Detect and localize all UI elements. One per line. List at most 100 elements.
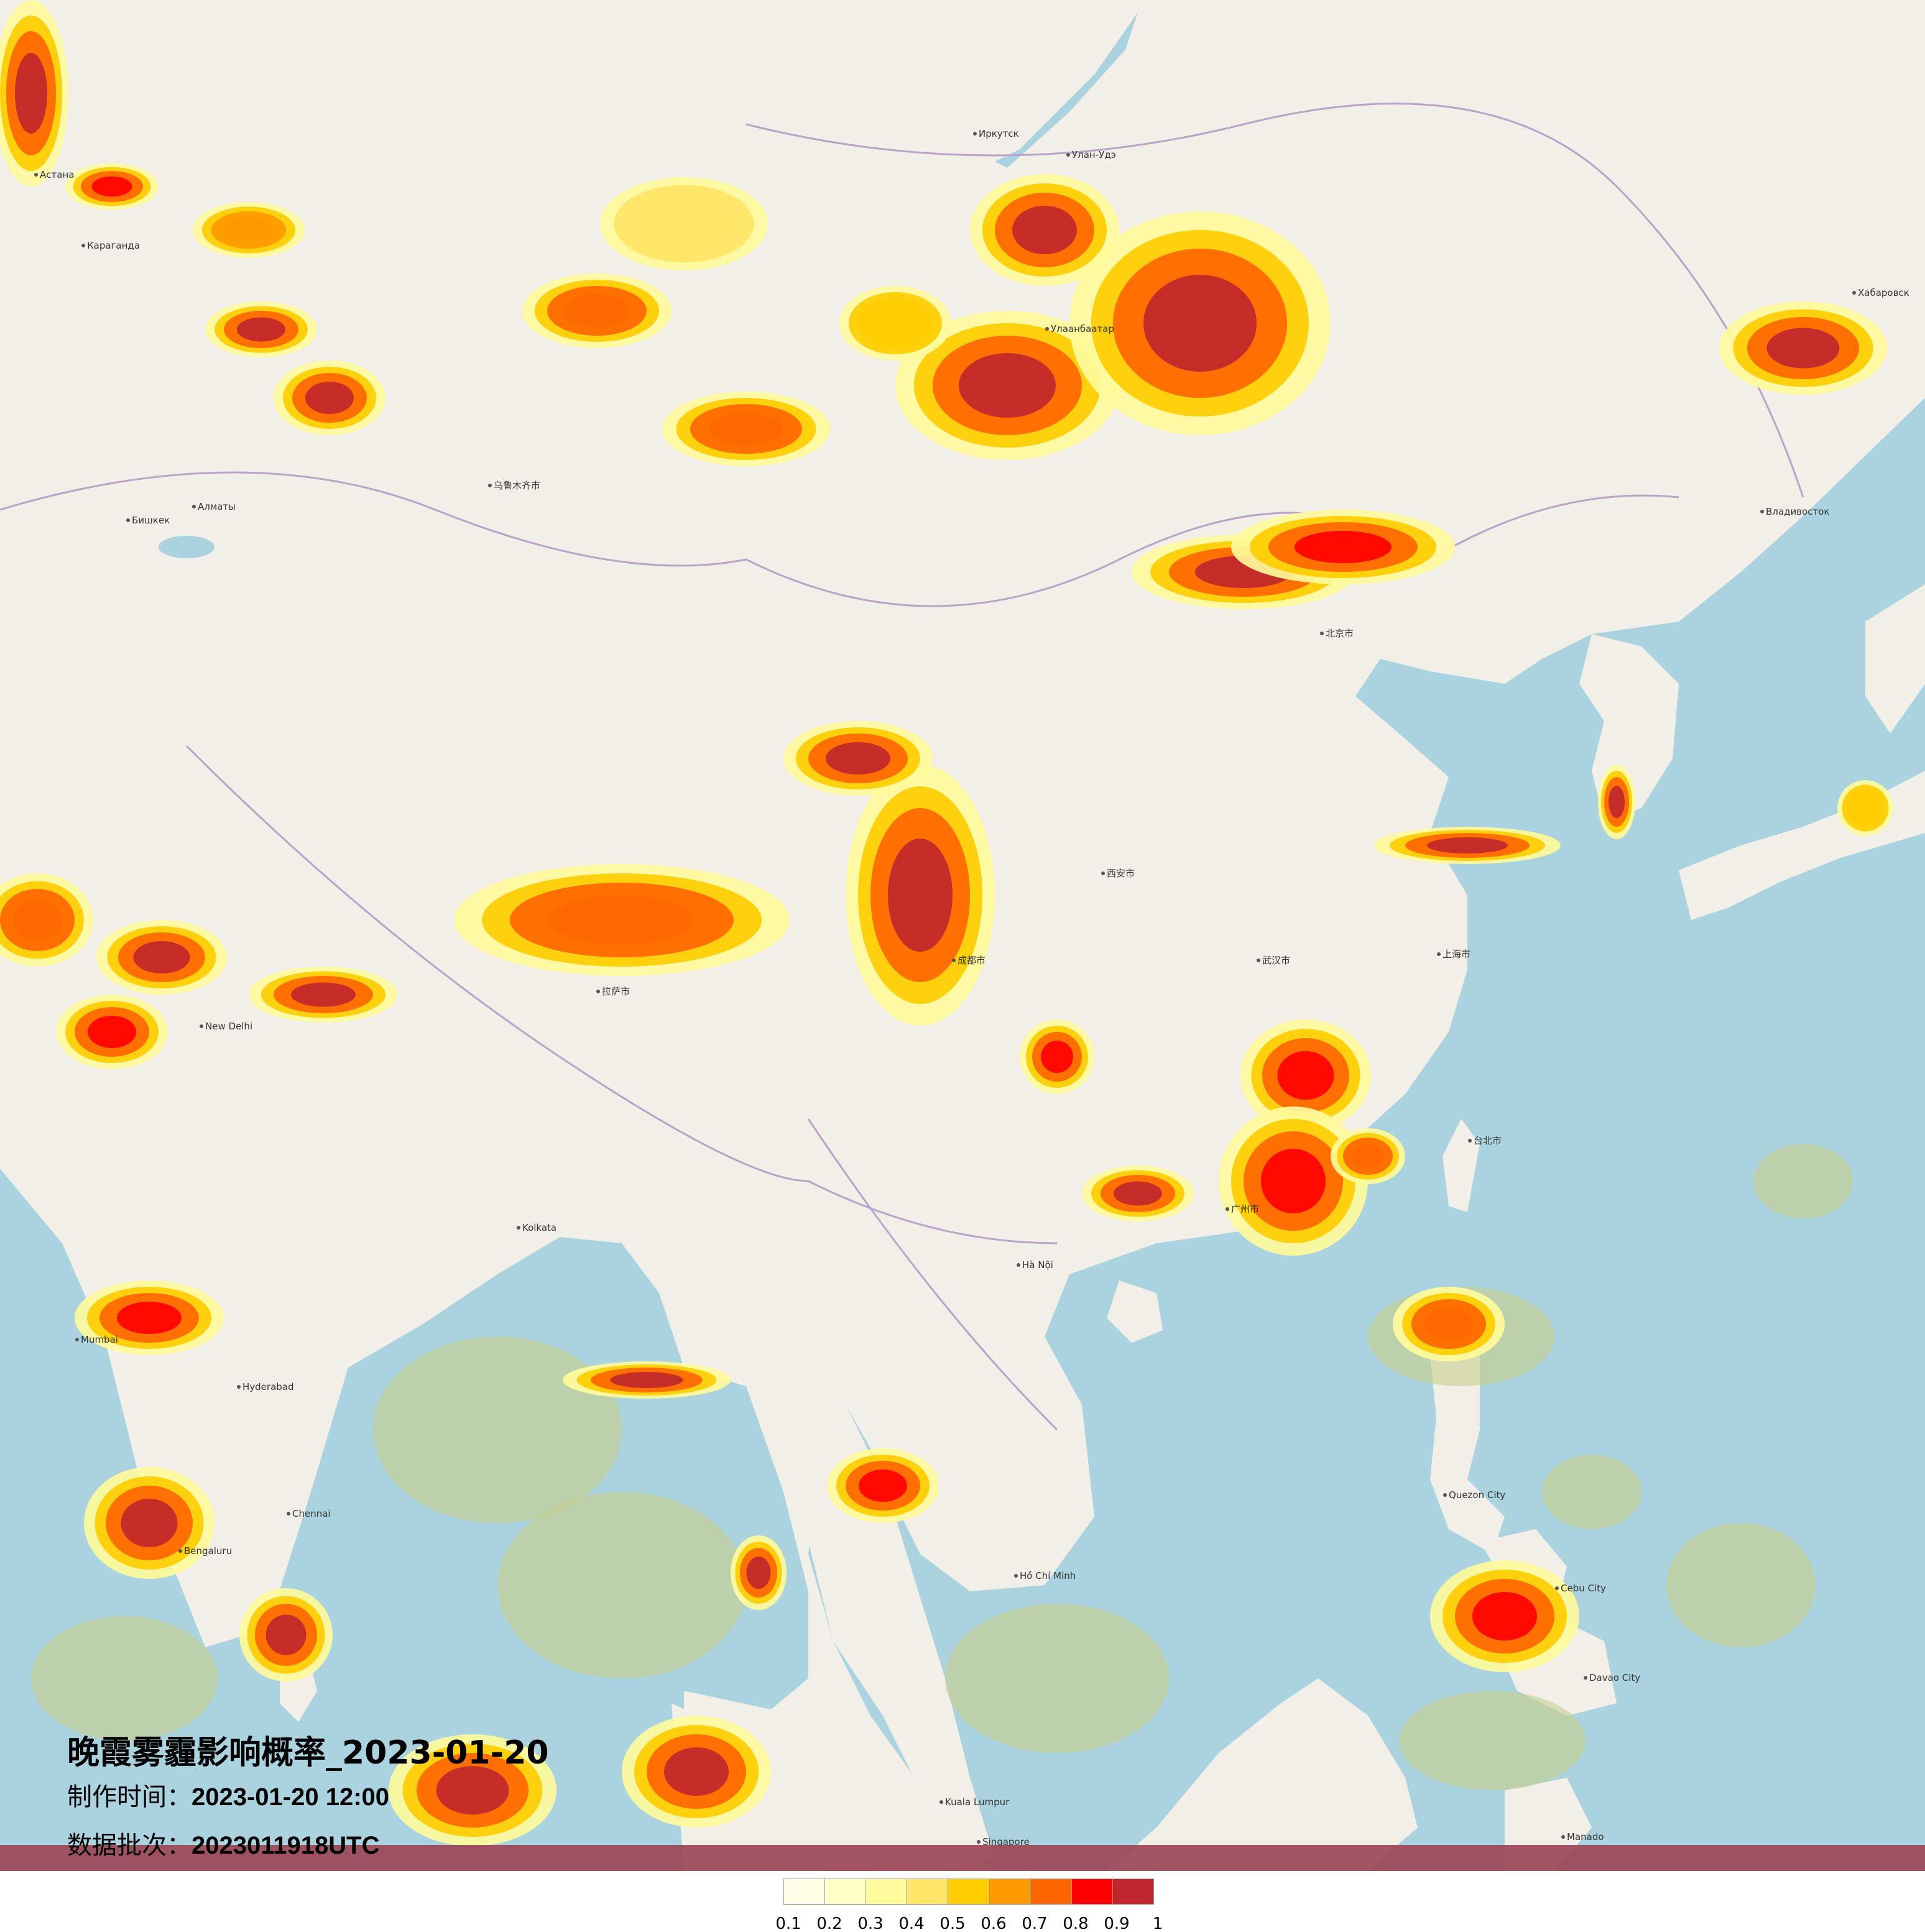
overlay-patch xyxy=(291,982,356,1007)
city-label: Kolkata xyxy=(522,1222,556,1233)
overlay-patch xyxy=(1114,1181,1162,1206)
data-batch: 数据批次：2023011918UTC xyxy=(67,1821,549,1870)
overlay-patch xyxy=(565,295,629,327)
legend-swatch xyxy=(907,1879,949,1904)
city-label: 拉萨市 xyxy=(602,986,630,997)
city-label: Владивосток xyxy=(1766,506,1829,517)
overlay-patch xyxy=(1424,1308,1473,1340)
overlay-patch xyxy=(1261,1149,1326,1213)
bottom-overlay-strip xyxy=(0,1845,1925,1871)
country-border xyxy=(185,745,1058,1244)
city-dot xyxy=(1584,1676,1587,1680)
city-label: Hà Nội xyxy=(1022,1259,1053,1271)
overlay-patch xyxy=(1143,275,1257,372)
legend-tick-label: 0.8 xyxy=(1063,1915,1089,1932)
city-label: 台北市 xyxy=(1474,1135,1502,1146)
legend-tick-label: 0.3 xyxy=(857,1915,884,1932)
city-label: Астана xyxy=(40,169,74,180)
city-label: Chennai xyxy=(292,1508,331,1519)
city-dot xyxy=(1045,327,1049,331)
city-dot xyxy=(34,173,38,177)
color-legend xyxy=(783,1879,1154,1905)
city-label: Hồ Chí Minh xyxy=(1020,1570,1076,1581)
legend-swatch xyxy=(1071,1879,1113,1904)
city-dot xyxy=(75,1338,79,1341)
city-dot xyxy=(178,1549,182,1553)
legend-swatch xyxy=(825,1879,867,1904)
city-label: Алматы xyxy=(198,501,236,512)
overlay-low-sea xyxy=(1542,1455,1641,1529)
legend-swatch xyxy=(866,1879,908,1904)
made-time-label: 制作时间： xyxy=(67,1783,192,1811)
city-label: 武汉市 xyxy=(1262,955,1290,966)
overlay-patch xyxy=(1609,786,1625,818)
overlay-patch xyxy=(959,353,1056,418)
overlay-low-sea xyxy=(1753,1144,1853,1218)
land-area xyxy=(1865,584,1925,734)
overlay-patch xyxy=(826,742,890,775)
city-dot xyxy=(517,1226,520,1230)
city-label: Mumbai xyxy=(81,1334,118,1345)
overlay-low-sea xyxy=(373,1336,622,1523)
city-label: Hyderabad xyxy=(242,1381,294,1392)
city-label: 乌鲁木齐市 xyxy=(494,480,540,491)
made-time: 制作时间：2023-01-20 12:00 xyxy=(67,1773,549,1821)
legend-ticks: 0.1 0.2 0.3 0.4 0.5 0.6 0.7 0.8 0.9 1 xyxy=(771,1915,1169,1932)
overlay-low-sea xyxy=(497,1492,746,1678)
overlay-patch xyxy=(1295,531,1392,563)
city-dot xyxy=(1320,632,1324,635)
city-dot xyxy=(939,1800,943,1804)
city-label: Singapore xyxy=(982,1836,1030,1847)
overlay-patch xyxy=(549,896,695,944)
legend-tick-label: 0.5 xyxy=(939,1915,966,1932)
city-dot xyxy=(1852,291,1856,295)
city-label: New Delhi xyxy=(205,1021,252,1032)
overlay-patch xyxy=(265,1614,307,1655)
overlay-patch xyxy=(1012,206,1077,254)
country-border xyxy=(746,103,1804,498)
city-labels: Астана Караганда Иркутск Улан-Удэ Хабаровск В… xyxy=(34,128,1909,1847)
city-dot xyxy=(1437,952,1441,956)
overlay-patch xyxy=(1041,1041,1073,1073)
legend-tick-label: 0.6 xyxy=(981,1915,1007,1932)
land-area xyxy=(1430,1330,1505,1554)
land-area xyxy=(1579,634,1679,821)
overlay-patch xyxy=(709,413,783,445)
city-dot xyxy=(126,518,130,522)
legend-tick-label: 0.9 xyxy=(1104,1915,1130,1932)
city-dot xyxy=(192,505,196,508)
legend-tick-label: 0.1 xyxy=(775,1915,801,1932)
city-label: Улаанбаатар xyxy=(1051,323,1114,334)
city-label: Cebu City xyxy=(1561,1583,1606,1594)
legend-tick-label: 1 xyxy=(1152,1915,1163,1932)
overlay-patch xyxy=(1427,837,1508,853)
overlay-patch xyxy=(610,1372,683,1388)
legend-swatch xyxy=(948,1879,990,1904)
city-label: Хабаровск xyxy=(1858,287,1909,298)
city-label: Улан-Удэ xyxy=(1072,149,1116,160)
overlay-patch xyxy=(859,1470,907,1502)
probability-overlay xyxy=(0,0,1893,1846)
city-label: Бишкек xyxy=(132,515,170,526)
map-title: 晚霞雾霾影响概率_2023-01-20 xyxy=(67,1734,549,1772)
city-label: Bengaluru xyxy=(184,1545,232,1557)
overlay-low-sea xyxy=(1399,1691,1586,1790)
city-label: Караганда xyxy=(87,240,140,251)
map-canvas[interactable]: Астана Караганда Иркутск Улан-Удэ Хабаровск В… xyxy=(0,0,1925,1871)
legend-swatch xyxy=(784,1879,826,1904)
city-dot xyxy=(237,1385,241,1389)
overlay-patch xyxy=(888,839,953,952)
city-label: 广州市 xyxy=(1231,1203,1259,1215)
city-label: Иркутск xyxy=(979,128,1019,139)
overlay-patch xyxy=(88,1016,136,1048)
city-label: 上海市 xyxy=(1443,949,1470,960)
legend-tick-label: 0.7 xyxy=(1022,1915,1048,1932)
overlay-patch xyxy=(15,53,47,134)
overlay-patch xyxy=(121,1499,178,1547)
city-dot xyxy=(952,959,956,962)
city-label: Kuala Lumpur xyxy=(945,1796,1010,1808)
overlay-patch xyxy=(1277,1051,1334,1100)
city-dot xyxy=(200,1024,203,1028)
overlay-patch xyxy=(117,1302,182,1334)
